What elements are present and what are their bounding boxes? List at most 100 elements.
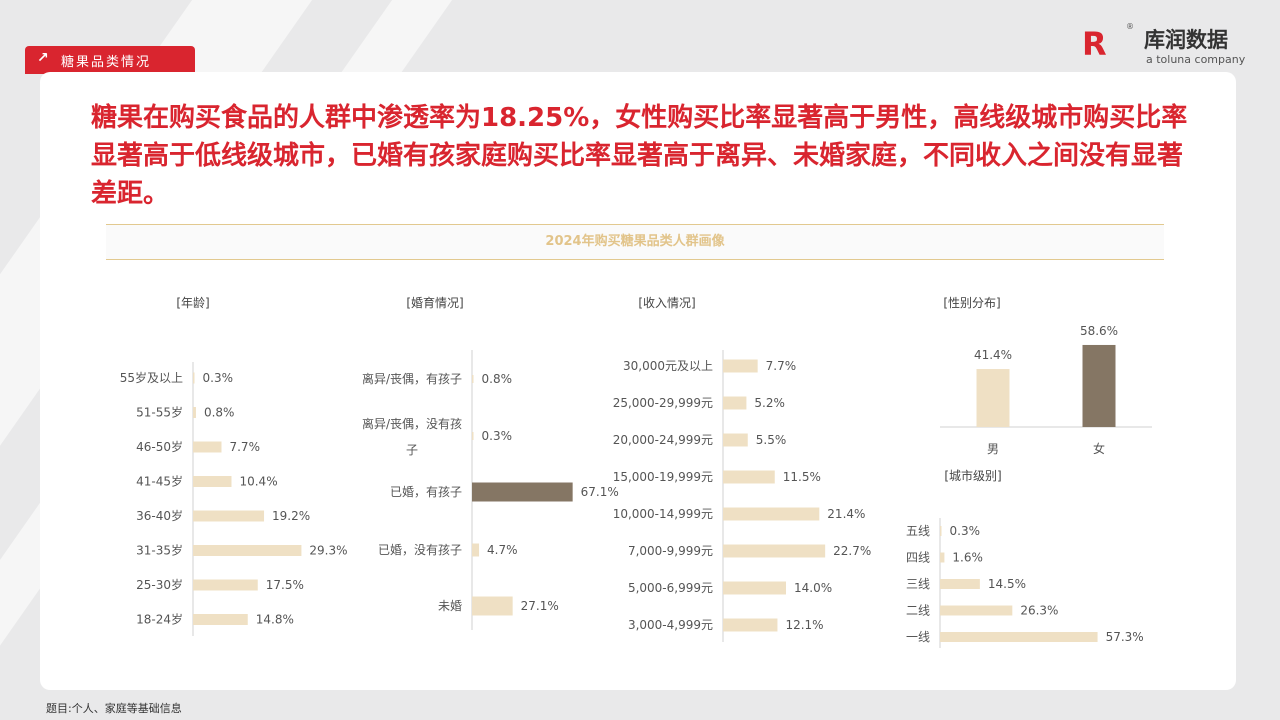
income-value-label: 21.4%: [827, 507, 865, 521]
city-bar: [940, 632, 1098, 642]
city-category-label: 五线: [906, 524, 930, 538]
brand-logo-name: 库润数据: [1144, 28, 1228, 52]
age-bar: [193, 510, 265, 522]
age-category-label: 25-30岁: [136, 577, 183, 592]
age-value-label: 0.3%: [203, 371, 234, 385]
income-category-label: 10,000-14,999元: [613, 507, 713, 521]
income-category-label: 5,000-6,999元: [628, 581, 713, 595]
income-bar: [723, 433, 748, 447]
gender-value-label: 58.6%: [1080, 324, 1118, 338]
marriage-category-label: 离异/丧偶，没有孩: [362, 416, 462, 431]
income-bar: [723, 544, 826, 558]
city-bar: [940, 526, 942, 536]
marriage-category-label: 子: [406, 443, 418, 457]
income-bar: [723, 359, 758, 373]
age-bar: [193, 407, 196, 418]
income-category-label: 7,000-9,999元: [628, 544, 713, 558]
marriage-value-label: 0.3%: [482, 429, 513, 443]
marriage-bar: [472, 432, 474, 440]
gender-bar: [976, 369, 1010, 427]
marriage-bar: [472, 375, 474, 383]
age-value-label: 0.8%: [204, 406, 235, 420]
gender-section-title: [性别分布]: [943, 296, 1000, 310]
age-value-label: 29.3%: [309, 544, 347, 558]
age-category-label: 55岁及以上: [120, 370, 183, 385]
city-bar: [940, 605, 1013, 616]
age-value-label: 7.7%: [229, 440, 259, 454]
marriage-category-label: 未婚: [438, 599, 462, 613]
brand-logo-subtitle: a toluna company: [1146, 53, 1246, 66]
income-value-label: 5.5%: [756, 433, 787, 447]
age-category-label: 36-40岁: [136, 508, 183, 523]
city-value-label: 0.3%: [950, 524, 981, 538]
brand-logo-mark: R: [1082, 25, 1107, 63]
gender-category-label: 男: [987, 442, 999, 456]
age-bar: [193, 372, 195, 384]
age-category-label: 31-35岁: [136, 543, 183, 558]
income-category-label: 3,000-4,999元: [628, 618, 713, 632]
city-bar: [940, 552, 945, 563]
marriage-value-label: 27.1%: [521, 599, 559, 613]
marriage-value-label: 0.8%: [482, 372, 513, 386]
marriage-value-label: 67.1%: [581, 485, 619, 499]
marriage-category-label: 离异/丧偶，有孩子: [362, 371, 462, 386]
city-value-label: 1.6%: [952, 551, 983, 565]
income-section-title: [收入情况]: [638, 296, 695, 310]
marriage-bar: [472, 482, 573, 502]
marriage-value-label: 4.7%: [487, 543, 518, 557]
footnote: 题目:个人、家庭等基础信息: [46, 702, 182, 715]
registered-mark: ®: [1126, 22, 1134, 31]
income-bar: [723, 470, 775, 484]
income-category-label: 20,000-24,999元: [613, 433, 713, 447]
city-category-label: 二线: [906, 604, 930, 618]
city-category-label: 一线: [906, 630, 930, 644]
income-value-label: 14.0%: [794, 581, 832, 595]
age-category-label: 41-45岁: [136, 474, 183, 489]
marriage-bar: [472, 596, 513, 616]
income-value-label: 11.5%: [783, 470, 821, 484]
age-category-label: 46-50岁: [136, 439, 183, 454]
income-value-label: 7.7%: [766, 359, 797, 373]
city-value-label: 14.5%: [988, 577, 1026, 591]
arrow-up-right-icon: ↗: [37, 50, 51, 66]
marriage-bar: [472, 543, 480, 557]
income-bar: [723, 507, 820, 521]
age-bar: [193, 545, 302, 556]
income-category-label: 15,000-19,999元: [613, 470, 713, 484]
age-bar: [193, 579, 258, 591]
income-category-label: 30,000元及以上: [623, 359, 713, 373]
city-bar: [940, 579, 980, 589]
chart-title: 2024年购买糖果品类人群画像: [106, 224, 1164, 260]
income-bar: [723, 581, 786, 595]
marriage-category-label: 已婚，没有孩子: [378, 542, 462, 557]
marriage-section-title: [婚育情况]: [406, 295, 463, 310]
gender-value-label: 41.4%: [974, 348, 1012, 362]
age-category-label: 51-55岁: [136, 405, 183, 420]
age-value-label: 10.4%: [239, 475, 277, 489]
age-bar: [193, 441, 222, 453]
city-value-label: 26.3%: [1020, 604, 1058, 618]
section-tab: ↗ 糖果品类情况: [25, 46, 195, 74]
age-section-title: [年龄]: [176, 296, 209, 310]
headline: 糖果在购买食品的人群中渗透率为18.25%，女性购买比率显著高于男性，高线级城市…: [91, 103, 1188, 209]
income-value-label: 12.1%: [785, 618, 823, 632]
city-section-title: [城市级别]: [944, 468, 1001, 483]
income-value-label: 5.2%: [754, 396, 785, 410]
age-value-label: 14.8%: [256, 613, 294, 627]
age-bar: [193, 614, 248, 625]
income-category-label: 25,000-29,999元: [613, 396, 713, 410]
income-bar: [723, 618, 778, 632]
city-value-label: 57.3%: [1106, 630, 1144, 644]
section-tab-label: 糖果品类情况: [61, 55, 152, 70]
age-value-label: 19.2%: [272, 509, 310, 523]
gender-category-label: 女: [1093, 441, 1105, 456]
marriage-category-label: 已婚，有孩子: [390, 485, 462, 499]
city-category-label: 三线: [906, 577, 930, 591]
age-value-label: 17.5%: [266, 578, 304, 592]
city-category-label: 四线: [906, 551, 930, 565]
income-value-label: 22.7%: [833, 544, 871, 558]
age-category-label: 18-24岁: [136, 612, 183, 627]
age-bar: [193, 476, 232, 487]
gender-bar: [1082, 344, 1116, 427]
